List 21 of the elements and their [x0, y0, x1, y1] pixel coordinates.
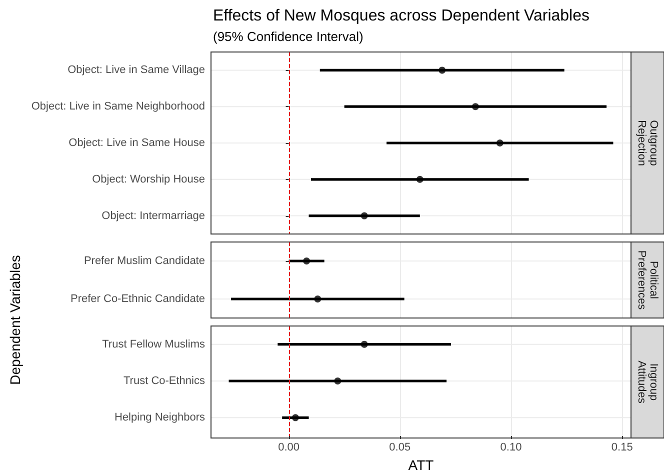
- y-tick-label: Object: Live in Same House: [68, 137, 205, 149]
- x-tick-label: 0.05: [389, 442, 411, 454]
- chart-subtitle: (95% Confidence Interval): [213, 29, 364, 44]
- y-tick-label: Object: Intermarriage: [102, 210, 205, 222]
- y-tick-label: Helping Neighbors: [114, 412, 206, 424]
- text: Ingroup Attitudes: [636, 360, 660, 404]
- y-tick-label: Prefer Muslim Candidate: [84, 255, 205, 267]
- x-tick-label: 0.15: [611, 442, 633, 454]
- y-tick-label: Prefer Co-Ethnic Candidate: [70, 293, 205, 305]
- x-tick-label: 0.10: [500, 442, 522, 454]
- x-axis-title: ATT: [408, 457, 434, 473]
- x-tick-label: 0.00: [278, 442, 300, 454]
- y-tick-label: Object: Live in Same Village: [68, 64, 205, 76]
- y-axis-title: Dependent Variables: [7, 255, 23, 385]
- y-tick-label: Trust Fellow Muslims: [102, 338, 206, 350]
- text: Outgroup Rejection: [636, 120, 660, 166]
- y-tick-label: Trust Co-Ethnics: [123, 375, 206, 387]
- chart-title: Effects of New Mosques across Dependent Variables: [213, 8, 590, 24]
- y-tick-label: Object: Live in Same Neighborhood: [31, 100, 205, 113]
- text: Political Preferences: [636, 250, 660, 310]
- y-tick-label: Object: Worship House: [92, 173, 205, 186]
